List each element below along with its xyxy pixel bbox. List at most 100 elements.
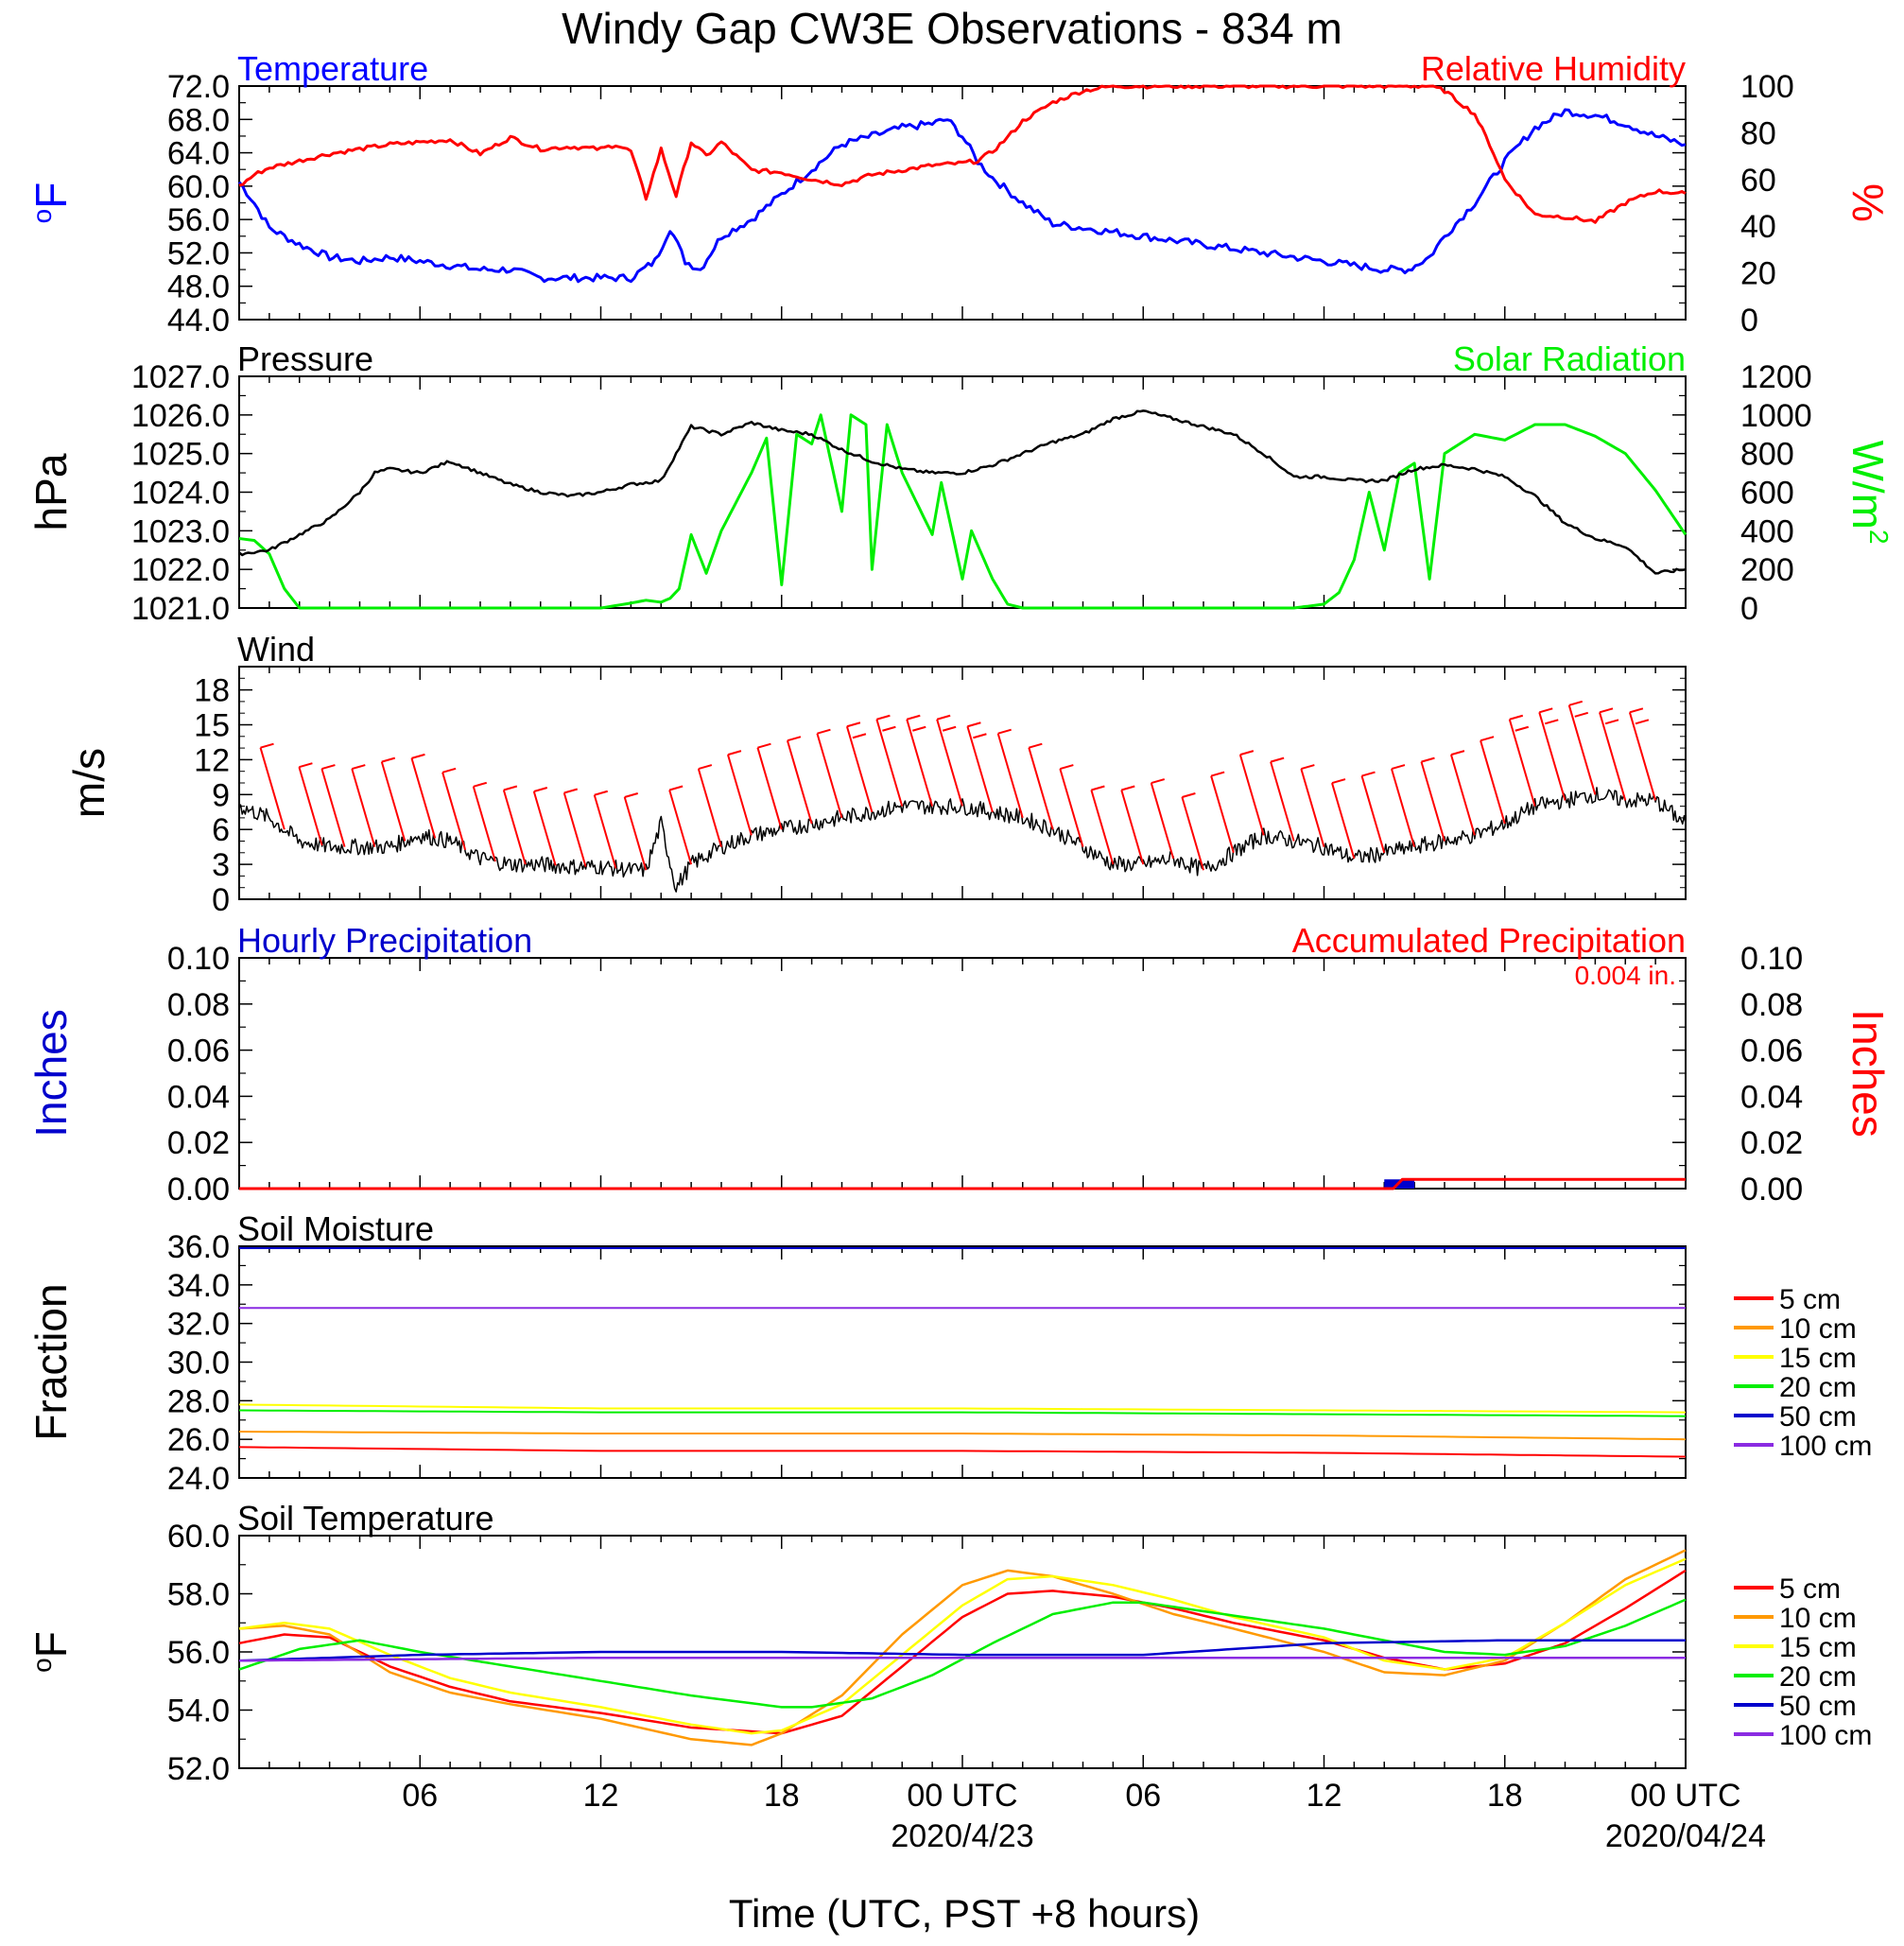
pressure_solar-left-tick-label: 1025.0 (131, 437, 230, 473)
x-date-label: 2020/4/23 (891, 1818, 1033, 1854)
soil-temperature-legend-label: 100 cm (1779, 1720, 1872, 1751)
wind-barb (623, 796, 648, 871)
wind-barb-flag (321, 764, 336, 771)
wind-barb-flag (1421, 756, 1435, 763)
wind-barb-flag (876, 714, 891, 721)
wind-barb (1508, 719, 1536, 807)
wind-barb (1449, 754, 1476, 836)
wind-barb-flag (1450, 750, 1465, 756)
wind-barb-flag (846, 721, 861, 728)
wind-barb-flag (817, 728, 831, 735)
soil_temp-left-unit: oF (26, 1631, 76, 1673)
precip-right-title: Accumulated Precipitation (1292, 921, 1686, 960)
pressure_solar-left-unit: hPa (26, 453, 76, 530)
precip-right-tick-label: 0.02 (1740, 1125, 1803, 1161)
wind-barb-flag (1391, 764, 1406, 771)
wind-barb (1628, 712, 1657, 801)
pressure_solar-left-tick-label: 1024.0 (131, 476, 230, 512)
wind-barb (532, 791, 557, 866)
wind-barb-flag (1060, 764, 1074, 771)
wind-barb (936, 719, 963, 807)
wind-barb (1150, 782, 1175, 860)
temp_rh-left-tick-label: 72.0 (167, 69, 230, 105)
pressure_solar-right-tick-label: 600 (1740, 476, 1794, 512)
soil-moisture-line-10cm (238, 1431, 1687, 1441)
x-axis-title: Time (UTC, PST +8 hours) (729, 1891, 1200, 1936)
soil-moisture-legend-label: 50 cm (1779, 1401, 1857, 1433)
soil-moisture-line-5cm (238, 1446, 1687, 1458)
wind-barb-flag (911, 725, 926, 732)
wind-barb-flag (1515, 725, 1530, 732)
wind-barb (410, 757, 437, 839)
wind-barb (1420, 761, 1445, 842)
pressure_solar-left-tick-label: 1026.0 (131, 398, 230, 434)
wind-tick-label: 15 (194, 708, 230, 744)
pressure_solar-right-tick-label: 800 (1740, 437, 1794, 473)
wind-tick-label: 3 (212, 847, 230, 883)
wind-barb-flag (1599, 707, 1614, 714)
precip-left-unit: Inches (26, 1009, 76, 1138)
soil-moisture-legend-label: 20 cm (1779, 1372, 1857, 1403)
wind-barb-flag (906, 714, 921, 721)
x-tick-label: 00 UTC (1630, 1778, 1740, 1814)
wind-barb (593, 794, 617, 869)
wind-barb-flag (1120, 785, 1135, 791)
wind-barb-flag (1509, 714, 1524, 721)
wind-barb-flag (787, 736, 802, 742)
precip-left-tick-label: 0.02 (167, 1125, 230, 1161)
wind-barb-flag (997, 728, 1012, 735)
precip-left-title: Hourly Precipitation (237, 921, 532, 960)
soil_moisture-left-tick-label: 26.0 (167, 1422, 230, 1458)
wind-barb (1480, 739, 1506, 825)
wind-barb-flag (1361, 771, 1376, 777)
pressure_solar-right-unit: W/m2 (1843, 440, 1894, 544)
soil-temperature-line-100cm (239, 1656, 1686, 1662)
temp_rh-left-title: Temperature (237, 49, 428, 88)
wind-barb-flag (1151, 778, 1166, 785)
wind-barb (1538, 712, 1566, 801)
soil-moisture-legend-label: 100 cm (1779, 1431, 1872, 1462)
temp_rh-left-tick-label: 44.0 (167, 303, 230, 339)
wind-barb-flag (1604, 719, 1619, 725)
wind-barb-flag (1301, 764, 1315, 771)
wind-tick-label: 9 (212, 777, 230, 813)
wind-barb (502, 790, 527, 865)
wind-barb-flag (1210, 771, 1225, 777)
x-tick-label: 18 (1487, 1778, 1523, 1814)
solar-radiation-line (238, 413, 1688, 610)
wind-tick-label: 12 (194, 742, 230, 778)
wind-barb (380, 761, 407, 842)
temp_rh-left-unit: oF (26, 182, 76, 224)
temp_rh-right-tick-label: 0 (1740, 303, 1758, 339)
wind-barb-flag (973, 733, 987, 739)
temp_rh-left-tick-label: 60.0 (167, 169, 230, 205)
wind-barb-flag (441, 767, 457, 773)
x-tick-label: 06 (402, 1778, 438, 1814)
pressure_solar-left-tick-label: 1023.0 (131, 513, 230, 549)
pressure_solar-left-tick-label: 1021.0 (131, 591, 230, 627)
wind-barb-flag (594, 790, 609, 796)
wind-barb-flag (942, 725, 957, 732)
soil-moisture-line-15cm (238, 1403, 1687, 1414)
temp_rh-right-tick-label: 60 (1740, 163, 1776, 199)
precip-frame (238, 957, 1687, 1190)
soil-moisture-legend-label: 10 cm (1779, 1313, 1857, 1345)
soil-temperature-line-5cm (238, 1569, 1687, 1735)
wind-barb (875, 719, 904, 807)
wind-barb-flag (882, 725, 896, 732)
wind-barb-flag (1029, 742, 1043, 749)
soil_moisture-left-tick-label: 30.0 (167, 1346, 230, 1381)
x-tick-label: 18 (764, 1778, 800, 1814)
temp_rh-left-tick-label: 52.0 (167, 235, 230, 271)
temp_rh-right-unit: % (1843, 183, 1893, 222)
wind-barb-flag (1568, 700, 1584, 706)
soil_moisture-left-tick-label: 36.0 (167, 1229, 230, 1265)
precip-right-tick-label: 0.00 (1740, 1172, 1803, 1208)
accumulated-precip-line (239, 1177, 1686, 1190)
wind-barb-flag (1182, 792, 1196, 798)
humidity-line (238, 84, 1687, 224)
soil_moisture-left-title: Soil Moisture (237, 1209, 434, 1248)
wind-barb (1360, 775, 1386, 854)
wind-barb (1270, 761, 1295, 842)
